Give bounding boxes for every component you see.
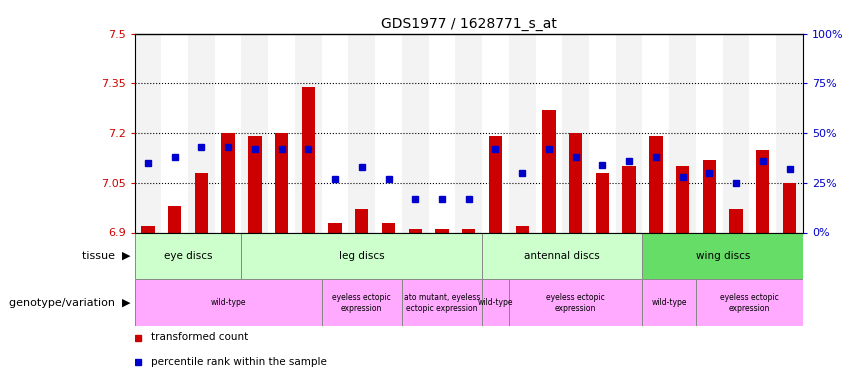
- Bar: [536, 34, 562, 232]
- Bar: [696, 279, 803, 326]
- Bar: [615, 34, 642, 232]
- Bar: [214, 34, 241, 232]
- Bar: [382, 223, 395, 232]
- Bar: [402, 279, 482, 326]
- Bar: [429, 34, 456, 232]
- Text: wild-type: wild-type: [477, 298, 513, 307]
- Bar: [141, 226, 155, 232]
- Bar: [642, 279, 696, 326]
- Text: ato mutant, eyeless
ectopic expression: ato mutant, eyeless ectopic expression: [404, 293, 480, 312]
- Bar: [542, 110, 556, 232]
- Bar: [642, 34, 669, 232]
- Bar: [562, 34, 589, 232]
- Bar: [322, 34, 348, 232]
- Text: antennal discs: antennal discs: [524, 251, 600, 261]
- Bar: [482, 34, 509, 232]
- Bar: [669, 34, 696, 232]
- Bar: [328, 223, 342, 232]
- Bar: [248, 136, 261, 232]
- Text: wild-type: wild-type: [652, 298, 687, 307]
- Bar: [642, 232, 803, 279]
- Bar: [509, 34, 536, 232]
- Text: percentile rank within the sample: percentile rank within the sample: [151, 357, 327, 367]
- Text: transformed count: transformed count: [151, 333, 248, 342]
- Bar: [696, 34, 723, 232]
- Bar: [676, 166, 689, 232]
- Bar: [295, 34, 322, 232]
- Bar: [194, 173, 208, 232]
- Text: genotype/variation  ▶: genotype/variation ▶: [9, 298, 130, 308]
- Text: eyeless ectopic
expression: eyeless ectopic expression: [546, 293, 605, 312]
- Bar: [756, 150, 770, 232]
- Bar: [302, 87, 315, 232]
- Bar: [749, 34, 776, 232]
- Bar: [509, 279, 642, 326]
- Bar: [482, 232, 642, 279]
- Bar: [375, 34, 402, 232]
- Bar: [489, 136, 503, 232]
- Bar: [569, 133, 582, 232]
- Text: eye discs: eye discs: [164, 251, 213, 261]
- Title: GDS1977 / 1628771_s_at: GDS1977 / 1628771_s_at: [381, 17, 556, 32]
- Bar: [241, 34, 268, 232]
- Bar: [402, 34, 429, 232]
- Bar: [436, 229, 449, 232]
- Bar: [135, 279, 322, 326]
- Bar: [241, 232, 482, 279]
- Text: eyeless ectopic
expression: eyeless ectopic expression: [332, 293, 391, 312]
- Text: tissue  ▶: tissue ▶: [82, 251, 130, 261]
- Text: eyeless ectopic
expression: eyeless ectopic expression: [720, 293, 779, 312]
- Bar: [135, 34, 161, 232]
- Bar: [135, 232, 241, 279]
- Bar: [188, 34, 214, 232]
- Bar: [482, 279, 509, 326]
- Bar: [348, 34, 375, 232]
- Bar: [409, 229, 422, 232]
- Bar: [649, 136, 662, 232]
- Bar: [456, 34, 482, 232]
- Bar: [168, 206, 181, 232]
- Bar: [729, 209, 743, 232]
- Bar: [516, 226, 529, 232]
- Bar: [703, 160, 716, 232]
- Text: leg discs: leg discs: [339, 251, 385, 261]
- Text: wild-type: wild-type: [210, 298, 246, 307]
- Bar: [268, 34, 295, 232]
- Text: wing discs: wing discs: [695, 251, 750, 261]
- Bar: [462, 229, 476, 232]
- Bar: [622, 166, 635, 232]
- Bar: [275, 133, 288, 232]
- Bar: [322, 279, 402, 326]
- Bar: [595, 173, 609, 232]
- Bar: [161, 34, 188, 232]
- Bar: [589, 34, 615, 232]
- Bar: [783, 183, 796, 232]
- Bar: [221, 133, 234, 232]
- Bar: [355, 209, 368, 232]
- Bar: [723, 34, 749, 232]
- Bar: [776, 34, 803, 232]
